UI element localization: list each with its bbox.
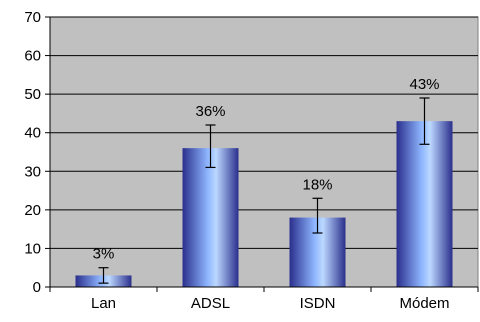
error-bar-adsl xyxy=(205,124,216,169)
y-tick-label-0: 0 xyxy=(33,279,41,296)
y-tick-label-40: 40 xyxy=(24,125,41,142)
error-bars xyxy=(98,97,430,284)
data-label-adsl: 36% xyxy=(195,103,225,120)
bar-módem xyxy=(396,121,453,288)
error-bar-lan xyxy=(98,267,109,284)
y-tick-label-10: 10 xyxy=(24,240,41,257)
data-label-isdn: 18% xyxy=(302,176,332,193)
y-axis-tick-labels: 0 10 20 30 40 50 60 70 xyxy=(24,9,41,296)
error-bar-isdn xyxy=(312,197,323,234)
x-tick-label-isdn: ISDN xyxy=(300,295,336,312)
data-label-módem: 43% xyxy=(409,76,439,93)
x-tick-label-adsl: ADSL xyxy=(191,295,230,312)
error-bar-módem xyxy=(419,97,430,145)
y-tick-label-50: 50 xyxy=(24,86,41,103)
data-label-lan: 3% xyxy=(93,246,115,263)
bar-adsl xyxy=(182,148,239,287)
data-labels: 3% 36% 18% 43% xyxy=(93,76,440,263)
y-tick-label-70: 70 xyxy=(24,9,41,26)
x-tick-label-lan: Lan xyxy=(91,295,116,312)
x-tick-label-módem: Módem xyxy=(399,295,449,312)
bars xyxy=(75,121,453,288)
x-axis-category-labels: Lan ADSL ISDN Módem xyxy=(49,287,479,312)
y-tick-label-30: 30 xyxy=(24,163,41,180)
y-tick-label-20: 20 xyxy=(24,202,41,219)
y-tick-label-60: 60 xyxy=(24,48,41,65)
